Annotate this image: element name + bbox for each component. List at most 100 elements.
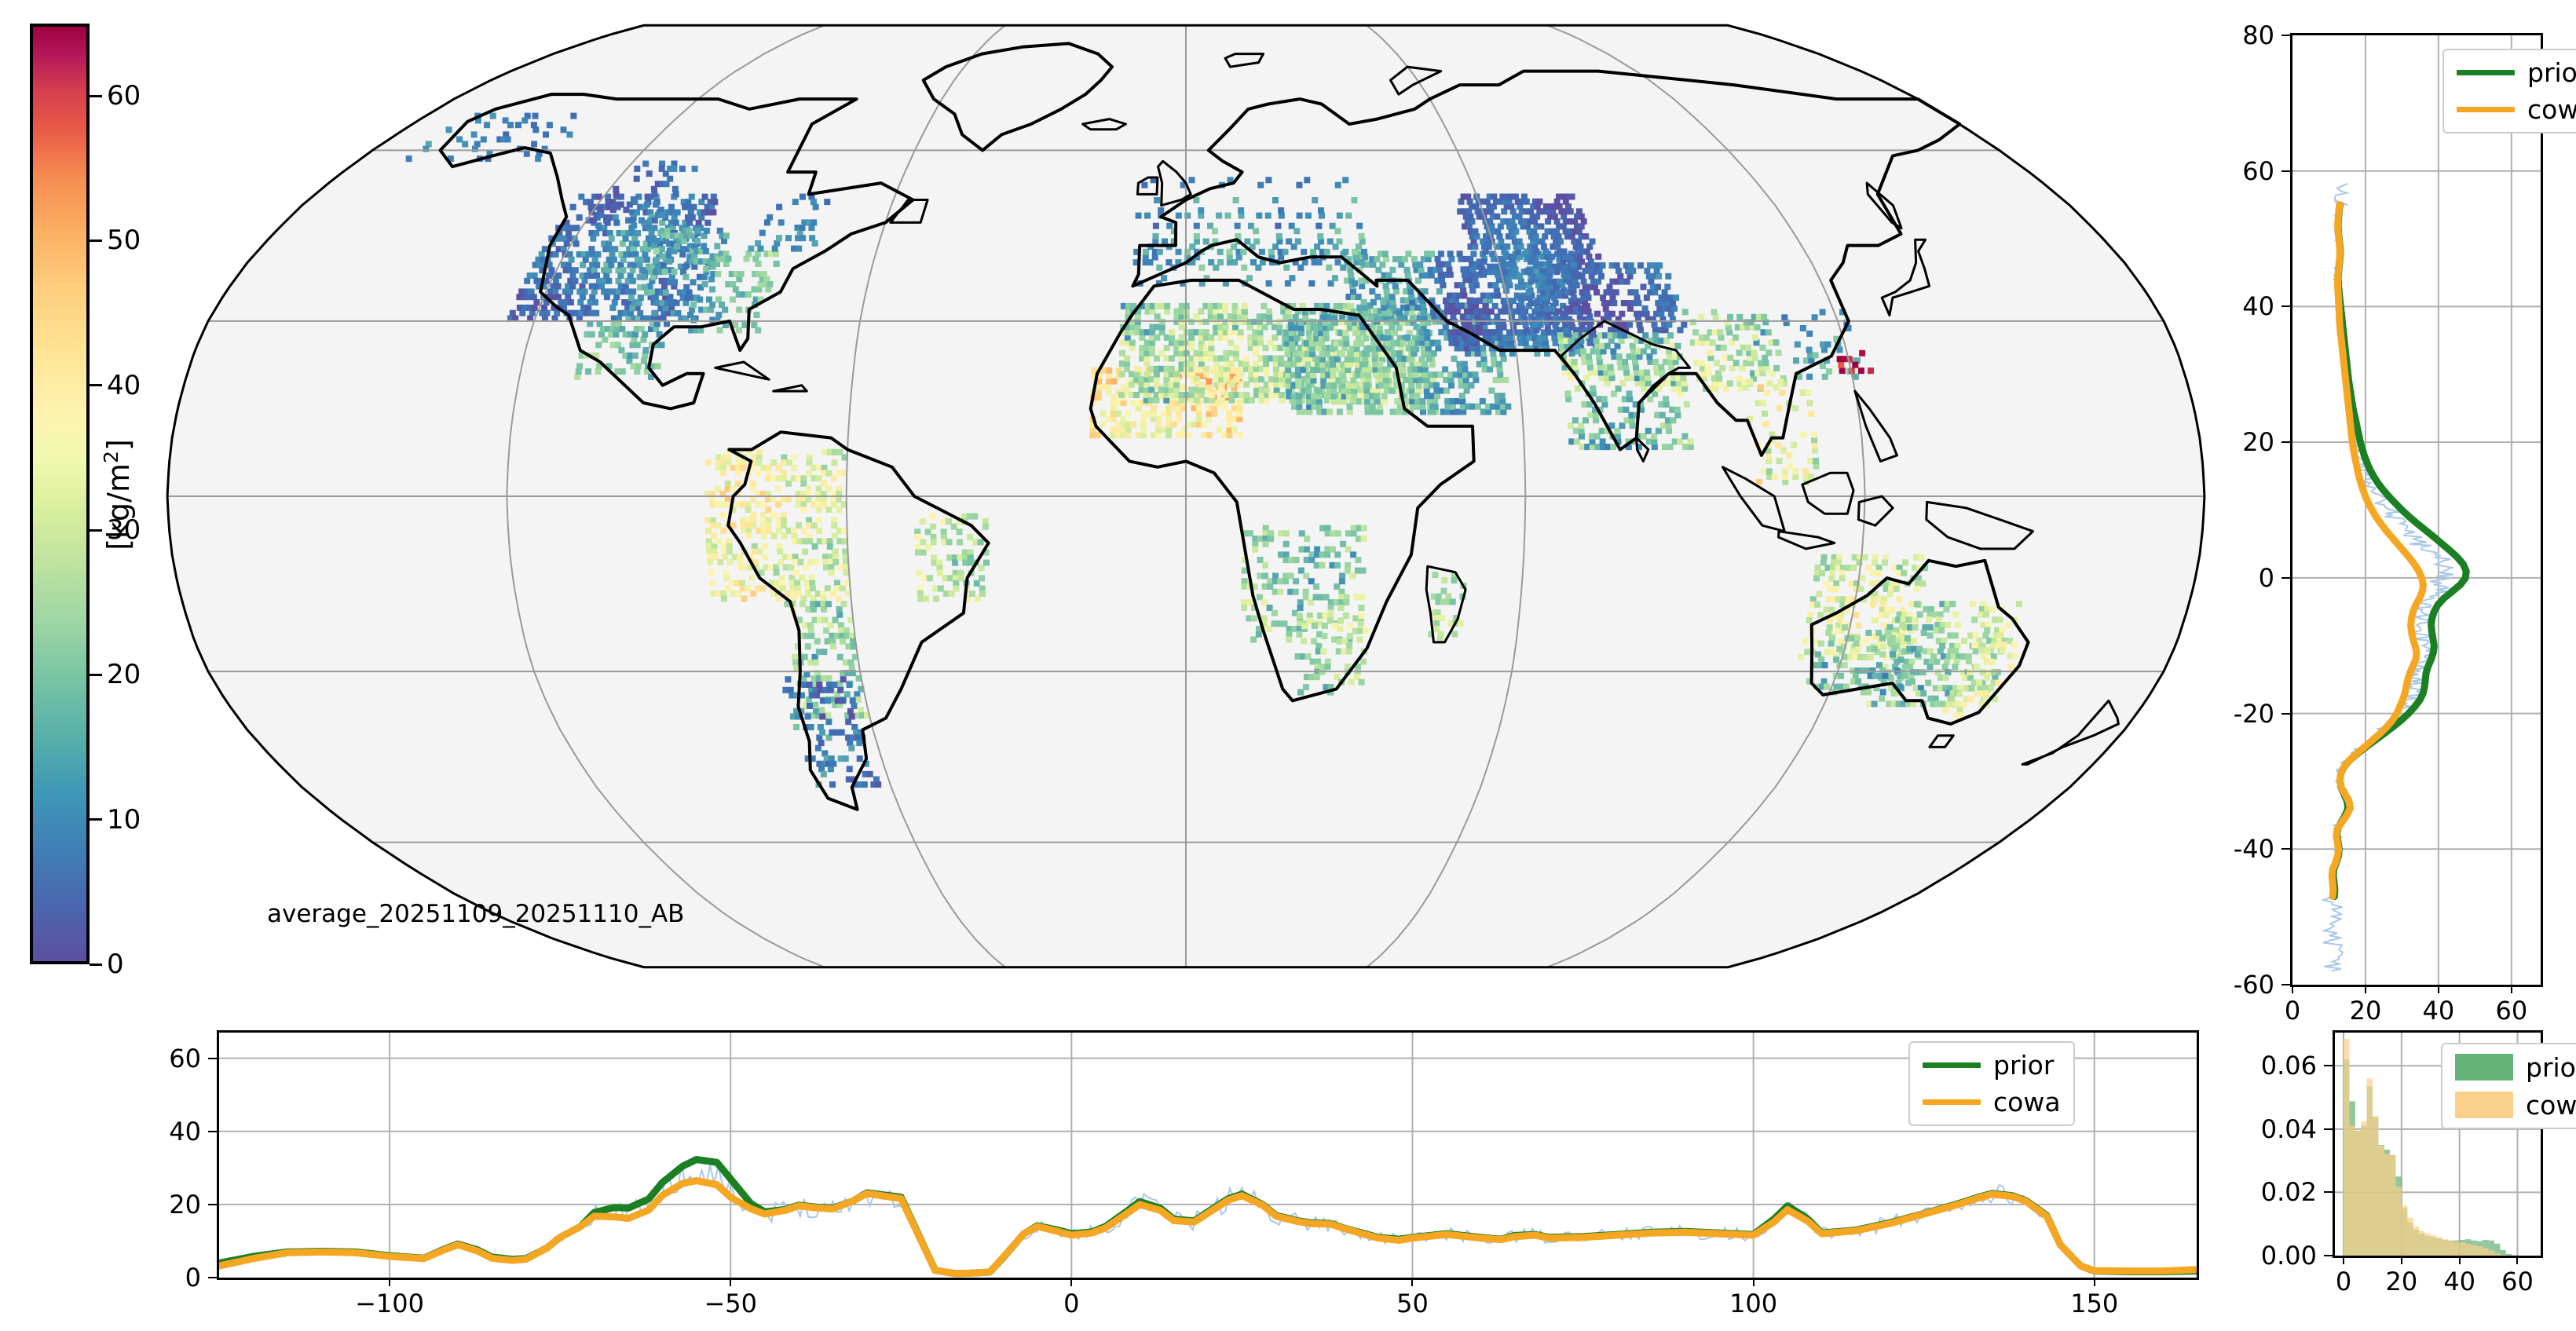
longitude-x-tick-label: 50 — [1396, 1289, 1429, 1318]
longitude-profile-svg — [219, 1033, 2197, 1278]
legend-entry-cowa: cowa — [2457, 97, 2576, 122]
colorbar-tick-label: 10 — [107, 803, 141, 836]
map-annotation-label: average_20251109_20251110_AB — [267, 900, 685, 928]
latitude-x-tick-label: 40 — [2422, 996, 2455, 1026]
latitude-profile-legend: prior cowa — [2442, 49, 2576, 133]
longitude-x-tick — [1070, 1278, 1073, 1286]
histogram-legend: prior cowa — [2441, 1043, 2576, 1129]
longitude-y-tick-label: 40 — [169, 1116, 201, 1146]
latitude-x-tick — [2364, 985, 2366, 993]
latitude-profile-panel[interactable]: -60 -40 -20 0 20 40 60 80 0 20 40 60 prior cowa — [2215, 0, 2576, 1026]
longitude-x-tick-label: −50 — [704, 1289, 757, 1318]
latitude-tick — [2281, 170, 2290, 172]
histogram-y-tick — [2324, 1128, 2333, 1130]
map-coastlines — [438, 42, 2120, 811]
longitude-profile-legend: prior cowa — [1908, 1041, 2075, 1126]
legend-label-cowa: cowa — [2526, 1089, 2576, 1121]
legend-label-cowa: cowa — [2527, 94, 2576, 125]
colorbar-tick — [90, 94, 102, 97]
latitude-tick-label: -60 — [2233, 970, 2274, 1000]
histogram-y-tick — [2324, 1191, 2333, 1194]
latitude-tick — [2281, 441, 2290, 444]
longitude-y-tick — [208, 1057, 217, 1059]
longitude-y-tick — [208, 1277, 217, 1278]
legend-swatch-prior — [2455, 1054, 2513, 1081]
latitude-tick-label: 80 — [2242, 20, 2274, 50]
longitude-x-tick — [2093, 1278, 2095, 1286]
longitude-x-tick-label: −100 — [355, 1289, 425, 1318]
latitude-x-tick — [2292, 985, 2293, 993]
latitude-profile-axes — [2290, 33, 2543, 987]
latitude-x-tick — [2437, 985, 2439, 993]
histogram-x-tick-label: 0 — [2335, 1267, 2352, 1296]
latitude-tick — [2281, 712, 2290, 715]
latitude-x-tick-label: 60 — [2495, 996, 2528, 1026]
legend-label-cowa: cowa — [1993, 1087, 2061, 1117]
legend-entry-cowa: cowa — [2455, 1091, 2576, 1118]
longitude-y-tick — [208, 1130, 217, 1132]
histogram-x-tick-label: 60 — [2501, 1267, 2534, 1296]
colorbar-tick — [90, 963, 102, 966]
colorbar-unit-label: [kg/m2] — [100, 439, 136, 550]
map-outline — [166, 24, 2206, 969]
longitude-x-tick — [389, 1278, 391, 1286]
colorbar-tick-label: 60 — [107, 80, 141, 112]
legend-entry-prior: prior — [2457, 60, 2576, 86]
map-graticule — [167, 24, 2205, 968]
legend-label-prior: prior — [1993, 1050, 2055, 1081]
histogram-y-tick-label: 0.04 — [2260, 1113, 2317, 1144]
longitude-profile-axes — [217, 1030, 2199, 1280]
latitude-tick — [2281, 984, 2290, 985]
histogram-x-tick-label: 20 — [2385, 1267, 2418, 1296]
colorbar-panel: 0 10 20 30 40 50 60 [kg/m2] — [0, 0, 157, 989]
legend-entry-prior: prior — [2455, 1054, 2576, 1081]
latitude-profile-svg — [2292, 35, 2541, 985]
latitude-tick — [2281, 35, 2290, 36]
latitude-tick-label: -20 — [2233, 698, 2274, 729]
legend-label-prior: prior — [2527, 57, 2576, 88]
longitude-x-tick-label: 100 — [1729, 1289, 1778, 1318]
longitude-x-tick-label: 0 — [1063, 1289, 1080, 1318]
longitude-x-tick-label: 150 — [2070, 1289, 2119, 1318]
histogram-x-tick — [2516, 1256, 2519, 1264]
colorbar-tick-label: 50 — [107, 225, 141, 257]
histogram-y-tick-label: 0.02 — [2260, 1177, 2317, 1208]
histogram-svg — [2335, 1033, 2541, 1256]
map-data-layer — [405, 112, 2022, 788]
latitude-tick-label: 20 — [2242, 427, 2274, 458]
legend-swatch-cowa — [1923, 1099, 1981, 1105]
longitude-x-tick — [1752, 1278, 1755, 1286]
longitude-x-tick — [730, 1278, 732, 1286]
longitude-y-tick-label: 20 — [169, 1189, 201, 1219]
colorbar-tick-label: 40 — [107, 369, 141, 401]
histogram-y-tick-label: 0.00 — [2260, 1241, 2317, 1271]
latitude-tick-label: -40 — [2233, 834, 2274, 865]
latitude-tick-label: 60 — [2242, 155, 2274, 186]
latitude-tick — [2281, 305, 2290, 308]
colorbar-tick — [90, 818, 102, 821]
latitude-tick — [2281, 848, 2290, 850]
legend-swatch-prior — [1923, 1062, 1981, 1068]
legend-swatch-cowa — [2457, 107, 2515, 112]
longitude-x-tick — [1411, 1278, 1414, 1286]
histogram-y-tick — [2324, 1065, 2333, 1067]
legend-swatch-prior — [2457, 70, 2515, 75]
colorbar-gradient — [30, 24, 90, 964]
world-map-panel[interactable]: average_20251109_20251110_AB — [157, 3, 2215, 989]
longitude-profile-panel[interactable]: 0 20 40 60 −100 −50 0 50 100 150 prior cowa — [141, 1013, 2215, 1331]
legend-swatch-cowa — [2455, 1091, 2513, 1118]
colorbar-tick — [90, 384, 102, 387]
colorbar-tick — [90, 528, 102, 532]
latitude-tick-label: 40 — [2242, 291, 2274, 322]
histogram-x-tick — [2458, 1256, 2461, 1264]
histogram-panel[interactable]: 0.00 0.02 0.04 0.06 0 20 40 60 prior cowa — [2215, 1013, 2576, 1331]
colorbar-tick-label: 30 — [107, 514, 141, 547]
colorbar-tick — [90, 673, 102, 676]
latitude-x-tick — [2510, 985, 2512, 993]
latitude-tick-label: 0 — [2258, 562, 2274, 593]
map-svg — [166, 24, 2206, 969]
histogram-y-tick — [2324, 1255, 2333, 1256]
longitude-y-tick-label: 0 — [185, 1263, 201, 1293]
histogram-x-tick-label: 40 — [2443, 1267, 2476, 1296]
legend-label-prior: prior — [2526, 1051, 2576, 1083]
